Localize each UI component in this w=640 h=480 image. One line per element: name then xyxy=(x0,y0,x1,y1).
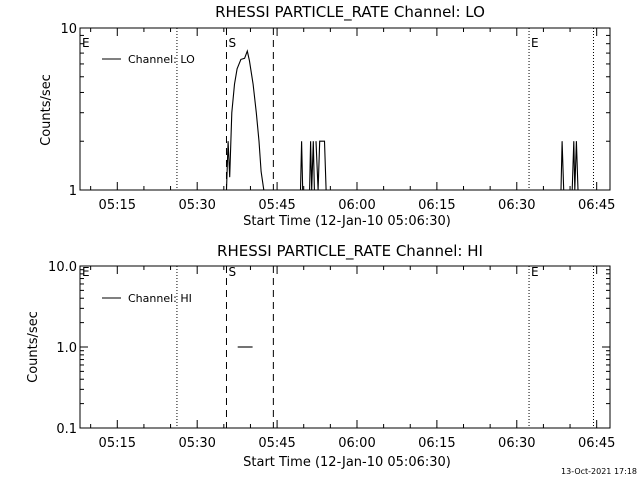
y-axis-label: Counts/sec xyxy=(39,74,54,146)
lo-channel-panel: RHESSI PARTICLE_RATE Channel: LO Counts/… xyxy=(39,3,615,229)
marker-label: E xyxy=(82,36,90,50)
series-line-segment xyxy=(560,141,565,191)
x-axis-label: Start Time (12-Jan-10 05:06:30) xyxy=(243,214,451,229)
series-line-segment xyxy=(315,140,327,191)
x-axis-label: Start Time (12-Jan-10 05:06:30) xyxy=(243,455,451,470)
x-tick-label: 06:45 xyxy=(578,436,615,451)
chart-title: RHESSI PARTICLE_RATE Channel: LO xyxy=(215,3,485,22)
legend: Channel: HI xyxy=(102,292,192,305)
generation-timestamp: 13-Oct-2021 17:18 xyxy=(561,467,637,476)
legend-label: Channel: LO xyxy=(128,53,195,66)
marker-label: S xyxy=(228,265,236,279)
x-tick-label: 06:45 xyxy=(578,198,615,213)
x-tick-label: 06:00 xyxy=(338,198,375,213)
x-tick-label: 05:45 xyxy=(258,436,295,451)
x-tick-label: 06:30 xyxy=(498,436,535,451)
series-line-segment xyxy=(299,141,304,191)
x-tick-label: 05:30 xyxy=(178,436,215,451)
plot-frame xyxy=(79,27,611,191)
x-tick-label: 06:30 xyxy=(498,198,535,213)
marker-label: S xyxy=(228,36,236,50)
marker-label: E xyxy=(531,36,539,50)
legend-label: Channel: HI xyxy=(128,292,192,305)
series-line-segment xyxy=(225,49,265,191)
hi-channel-panel: RHESSI PARTICLE_RATE Channel: HI Counts/… xyxy=(26,242,615,470)
series-line-segment xyxy=(309,141,315,191)
x-tick-label: 05:30 xyxy=(178,198,215,213)
y-tick-label: 0.1 xyxy=(56,422,77,437)
y-tick-label: 1.0 xyxy=(56,341,77,356)
x-tick-label: 06:00 xyxy=(338,436,375,451)
x-tick-label: 05:45 xyxy=(258,198,295,213)
x-tick-label: 06:15 xyxy=(418,198,455,213)
y-tick-label: 10 xyxy=(60,22,77,37)
y-tick-label: 10.0 xyxy=(48,260,77,275)
series-line-segment xyxy=(571,141,579,191)
x-tick-label: 06:15 xyxy=(418,436,455,451)
x-tick-label: 05:15 xyxy=(99,436,136,451)
y-axis-label: Counts/sec xyxy=(26,311,41,383)
y-tick-label: 1 xyxy=(69,184,77,199)
x-tick-label: 05:15 xyxy=(99,198,136,213)
legend: Channel: LO xyxy=(102,53,195,66)
plot-frame xyxy=(79,265,611,429)
marker-label: E xyxy=(531,265,539,279)
chart-title: RHESSI PARTICLE_RATE Channel: HI xyxy=(217,242,483,261)
marker-label: E xyxy=(82,265,90,279)
